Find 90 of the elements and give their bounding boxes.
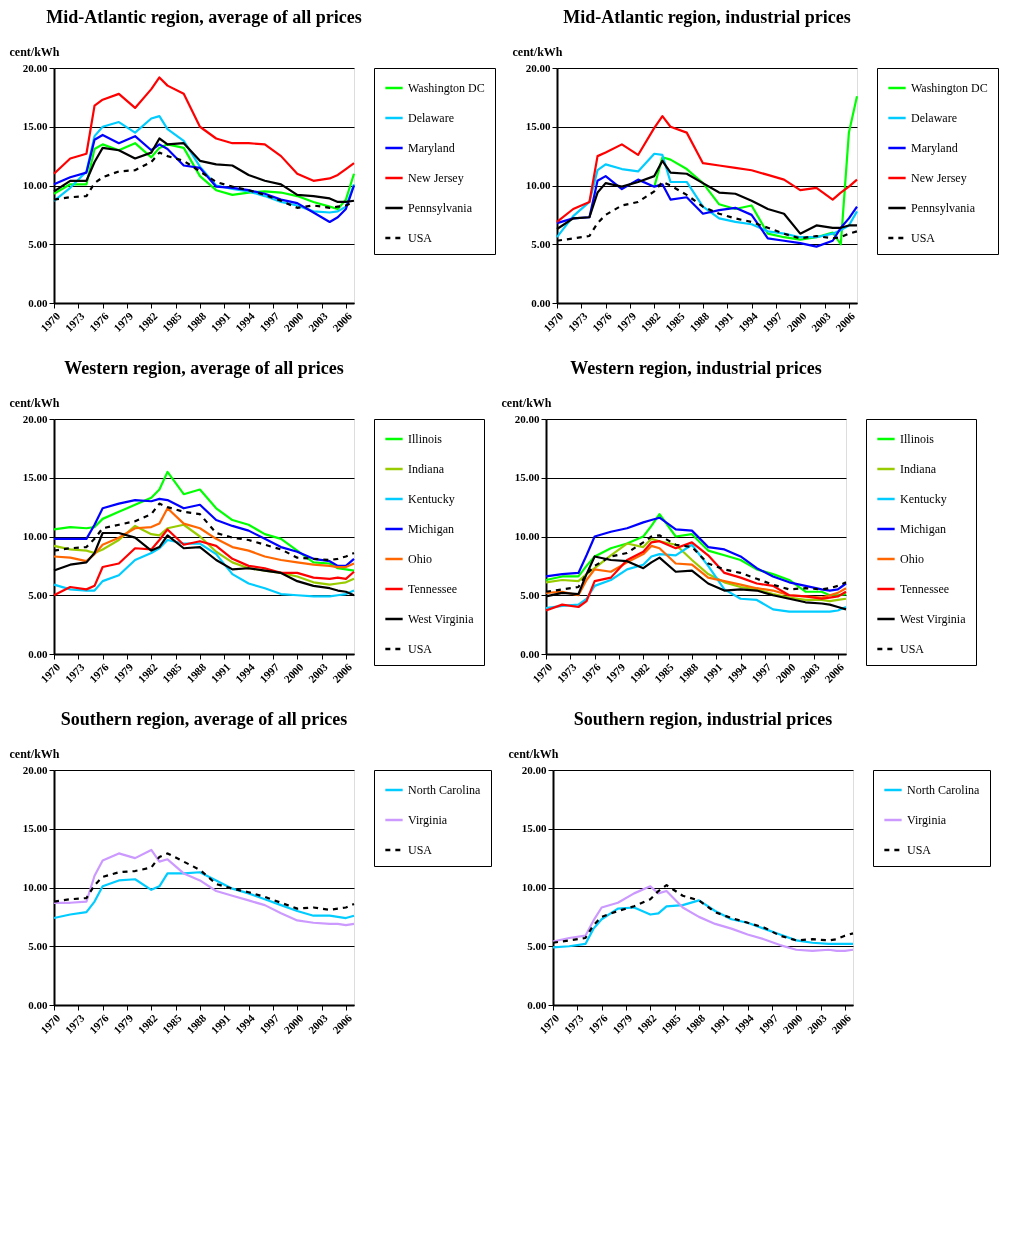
- legend-label: West Virginia: [900, 612, 967, 626]
- y-tick-label: 10.00: [521, 881, 547, 893]
- y-tick-label: 20.00: [22, 412, 48, 425]
- legend-label: Illinois: [900, 432, 935, 446]
- y-tick-label: 20.00: [521, 763, 547, 776]
- y-tick-label: 15.00: [22, 471, 48, 484]
- legend-label: Virginia: [408, 813, 448, 827]
- legend-label: Kentucky: [408, 492, 455, 506]
- legend-label: Michigan: [900, 522, 946, 536]
- y-tick-label: 5.00: [28, 939, 48, 952]
- line-series: [52, 115, 356, 214]
- y-axis-title: cent/kWh: [501, 395, 552, 410]
- y-axis-title: cent/kWh: [508, 746, 559, 761]
- chart-title: Southern region, industrial prices: [573, 709, 833, 729]
- y-tick-label: 0.00: [28, 998, 48, 1011]
- y-tick-label: 15.00: [22, 120, 48, 133]
- line-series: [52, 133, 356, 224]
- chart-title: Southern region, average of all prices: [60, 709, 348, 729]
- y-axis-title: cent/kWh: [512, 44, 563, 59]
- line-series: [555, 175, 859, 248]
- line-series: [52, 871, 356, 920]
- line-series: [551, 899, 855, 949]
- y-tick-label: 5.00: [28, 588, 48, 601]
- legend-label: North Carolina: [408, 783, 481, 797]
- y-tick-label: 5.00: [531, 237, 551, 250]
- legend-label: New Jersey: [408, 171, 464, 185]
- legend-label: USA: [408, 642, 433, 656]
- legend-label: Maryland: [911, 141, 958, 155]
- legend-label: USA: [408, 843, 433, 857]
- legend-label: USA: [907, 843, 932, 857]
- y-tick-label: 5.00: [28, 237, 48, 250]
- legend-label: Washington DC: [911, 81, 988, 95]
- line-series: [544, 537, 848, 603]
- y-tick-label: 0.00: [527, 998, 547, 1011]
- chart-title: Western region, industrial prices: [570, 358, 822, 378]
- y-tick-label: 15.00: [521, 822, 547, 835]
- legend-label: Pennsylvania: [408, 201, 473, 215]
- y-tick-label: 20.00: [525, 61, 551, 74]
- legend-label: Delaware: [911, 111, 957, 125]
- legend-label: Maryland: [408, 141, 455, 155]
- y-tick-label: 15.00: [22, 822, 48, 835]
- y-axis-title: cent/kWh: [9, 44, 60, 59]
- y-axis-title: cent/kWh: [9, 746, 60, 761]
- legend-label: West Virginia: [408, 612, 475, 626]
- y-axis-title: cent/kWh: [9, 395, 60, 410]
- legend-label: Indiana: [900, 462, 937, 476]
- y-tick-label: 20.00: [22, 61, 48, 74]
- y-tick-label: 0.00: [531, 296, 551, 309]
- legend-label: Illinois: [408, 432, 443, 446]
- legend-label: Michigan: [408, 522, 454, 536]
- line-series: [544, 544, 848, 599]
- line-series: [52, 76, 356, 182]
- legend-label: USA: [408, 231, 433, 245]
- y-tick-label: 0.00: [28, 296, 48, 309]
- legend-label: Tennessee: [408, 582, 458, 596]
- legend-label: Ohio: [408, 552, 432, 566]
- y-tick-label: 20.00: [22, 763, 48, 776]
- y-tick-label: 10.00: [22, 881, 48, 893]
- legend-label: Kentucky: [900, 492, 947, 506]
- legend-label: Ohio: [900, 552, 924, 566]
- y-tick-label: 10.00: [22, 179, 48, 191]
- legend-label: USA: [911, 231, 936, 245]
- line-series: [653, 95, 859, 246]
- y-tick-label: 10.00: [22, 530, 48, 542]
- y-tick-label: 15.00: [525, 120, 551, 133]
- legend-label: Pennsylvania: [911, 201, 976, 215]
- y-tick-label: 0.00: [520, 647, 540, 660]
- legend-label: Washington DC: [408, 81, 485, 95]
- y-tick-label: 15.00: [514, 471, 540, 484]
- y-tick-label: 10.00: [514, 530, 540, 542]
- legend-label: Indiana: [408, 462, 445, 476]
- line-series: [52, 848, 356, 927]
- chart-title: Mid-Atlantic region, industrial prices: [563, 7, 851, 27]
- legend-label: New Jersey: [911, 171, 967, 185]
- legend-label: USA: [900, 642, 925, 656]
- line-series: [52, 470, 356, 572]
- chart-title: Western region, average of all prices: [64, 358, 344, 378]
- y-tick-label: 5.00: [520, 588, 540, 601]
- line-series: [555, 115, 859, 224]
- legend-label: Virginia: [907, 813, 947, 827]
- chart-title: Mid-Atlantic region, average of all prices: [46, 7, 362, 27]
- y-tick-label: 5.00: [527, 939, 547, 952]
- line-series: [52, 142, 356, 211]
- y-tick-label: 10.00: [525, 179, 551, 191]
- line-series: [52, 507, 356, 569]
- legend-label: Tennessee: [900, 582, 950, 596]
- legend-label: North Carolina: [907, 783, 980, 797]
- y-tick-label: 20.00: [514, 412, 540, 425]
- legend-label: Delaware: [408, 111, 454, 125]
- y-tick-label: 0.00: [28, 647, 48, 660]
